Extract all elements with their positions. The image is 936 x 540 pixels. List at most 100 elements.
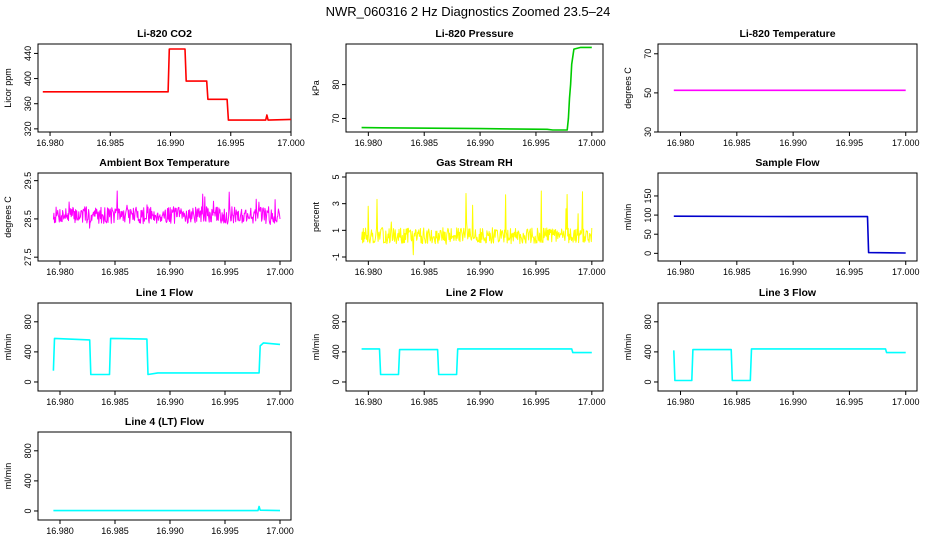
- y-tick-label: 30: [643, 127, 653, 137]
- x-tick-label: 17.000: [277, 138, 305, 148]
- x-tick-label: 16.990: [466, 138, 494, 148]
- y-tick-label: 0: [643, 251, 653, 256]
- y-tick-label: 800: [23, 443, 33, 458]
- y-tick-label: 80: [331, 80, 341, 90]
- x-tick-label: 17.000: [892, 138, 920, 148]
- panel-li-820-pressure: Li-820 Pressure 16.980 16.985 16.990 16.995 1…: [311, 28, 606, 148]
- y-tick-label: 320: [23, 121, 33, 136]
- y-tick-label: 0: [23, 508, 33, 513]
- y-tick-label: 5: [331, 174, 341, 179]
- x-tick-label: 16.985: [723, 138, 751, 148]
- panel-grid: Li-820 CO2 16.980 16.985 16.990 16.995 17.000…: [3, 28, 920, 536]
- series-line: [673, 348, 906, 382]
- figure-title: NWR_060316 2 Hz Diagnostics Zoomed 23.5–…: [326, 4, 611, 19]
- x-tick-label: 16.995: [217, 138, 245, 148]
- y-tick-label: 28.5: [23, 210, 33, 228]
- y-axis-label: percent: [311, 201, 321, 232]
- y-tick-label: 400: [23, 344, 33, 359]
- plot-frame: [657, 172, 918, 262]
- y-axis-label: ml/min: [3, 463, 13, 490]
- y-tick-label: 0: [643, 379, 653, 384]
- y-tick-label: 0: [331, 379, 341, 384]
- panel-title: Line 4 (LT) Flow: [125, 416, 205, 428]
- x-tick-label: 16.990: [157, 138, 185, 148]
- y-tick-label: 800: [23, 314, 33, 329]
- x-tick-label: 16.985: [410, 397, 438, 407]
- plot-frame: [657, 43, 918, 133]
- x-tick-label: 17.000: [578, 397, 606, 407]
- x-tick-label: 16.985: [723, 397, 751, 407]
- x-tick-label: 17.000: [266, 267, 294, 277]
- x-tick-label: 16.980: [667, 267, 695, 277]
- x-tick-label: 16.980: [46, 267, 74, 277]
- series-line: [52, 190, 281, 229]
- x-tick-label: 16.995: [211, 397, 239, 407]
- x-tick-label: 16.990: [779, 267, 807, 277]
- x-tick-label: 16.995: [836, 138, 864, 148]
- y-tick-label: 29.5: [23, 172, 33, 190]
- panel-line-3-flow: Line 3 Flow 16.980 16.985 16.990 16.995 17.00…: [623, 287, 920, 407]
- series-line: [52, 337, 281, 376]
- x-tick-label: 16.990: [156, 397, 184, 407]
- plot-frame: [657, 302, 918, 392]
- panel-title: Gas Stream RH: [436, 157, 512, 169]
- panel-line-2-flow: Line 2 Flow 16.980 16.985 16.990 16.995 17.00…: [311, 287, 606, 407]
- y-tick-label: 100: [643, 208, 653, 223]
- panel-li-820-co2: Li-820 CO2 16.980 16.985 16.990 16.995 17.000…: [3, 28, 305, 148]
- x-tick-label: 17.000: [578, 138, 606, 148]
- plot-frame: [345, 43, 604, 133]
- x-tick-label: 16.985: [101, 267, 129, 277]
- x-tick-label: 16.985: [410, 138, 438, 148]
- x-tick-label: 16.985: [97, 138, 125, 148]
- x-tick-label: 16.980: [355, 267, 383, 277]
- panel-sample-flow: Sample Flow 16.980 16.985 16.990 16.995 17.00…: [623, 157, 920, 277]
- y-axis-label: ml/min: [311, 334, 321, 361]
- plot-frame: [37, 431, 292, 521]
- series-line: [673, 215, 906, 254]
- panel-title: Line 1 Flow: [136, 287, 194, 299]
- y-tick-label: 70: [331, 113, 341, 123]
- y-tick-label: 150: [643, 188, 653, 203]
- y-tick-label: 800: [643, 314, 653, 329]
- series-line: [42, 48, 292, 121]
- panel-title: Sample Flow: [755, 157, 820, 169]
- x-tick-label: 16.995: [522, 267, 550, 277]
- x-tick-label: 16.980: [667, 397, 695, 407]
- panel-gas-stream-rh: Gas Stream RH 16.980 16.985 16.990 16.995 17.…: [311, 157, 606, 277]
- x-tick-label: 16.995: [522, 138, 550, 148]
- x-tick-label: 16.985: [101, 397, 129, 407]
- x-tick-label: 17.000: [266, 526, 294, 536]
- x-tick-label: 17.000: [266, 397, 294, 407]
- panel-title: Line 2 Flow: [446, 287, 504, 299]
- series-line: [361, 46, 592, 131]
- panel-title: Li-820 CO2: [137, 28, 192, 40]
- x-tick-label: 16.985: [101, 526, 129, 536]
- y-tick-label: -1: [331, 253, 341, 261]
- y-tick-label: 400: [331, 344, 341, 359]
- x-tick-label: 16.985: [410, 267, 438, 277]
- y-tick-label: 360: [23, 96, 33, 111]
- x-tick-label: 16.980: [46, 397, 74, 407]
- plot-frame: [37, 172, 292, 262]
- x-tick-label: 16.980: [36, 138, 64, 148]
- y-tick-label: 50: [643, 88, 653, 98]
- x-tick-label: 17.000: [578, 267, 606, 277]
- x-tick-label: 16.995: [211, 526, 239, 536]
- series-line: [361, 348, 592, 376]
- plot-frame: [37, 43, 292, 133]
- y-tick-label: 3: [331, 201, 341, 206]
- y-tick-label: 400: [23, 473, 33, 488]
- x-tick-label: 16.985: [723, 267, 751, 277]
- x-tick-label: 16.990: [779, 138, 807, 148]
- panel-title: Ambient Box Temperature: [99, 157, 230, 169]
- x-tick-label: 16.995: [836, 267, 864, 277]
- y-axis-label: ml/min: [623, 334, 633, 361]
- panel-title: Li-820 Temperature: [739, 28, 835, 40]
- x-tick-label: 16.995: [211, 267, 239, 277]
- x-tick-label: 17.000: [892, 397, 920, 407]
- plot-frame: [345, 172, 604, 262]
- panel-line-1-flow: Line 1 Flow 16.980 16.985 16.990 16.995 17.00…: [3, 287, 294, 407]
- series-line: [361, 190, 593, 256]
- y-tick-label: 0: [23, 379, 33, 384]
- y-axis-label: degrees C: [3, 196, 13, 238]
